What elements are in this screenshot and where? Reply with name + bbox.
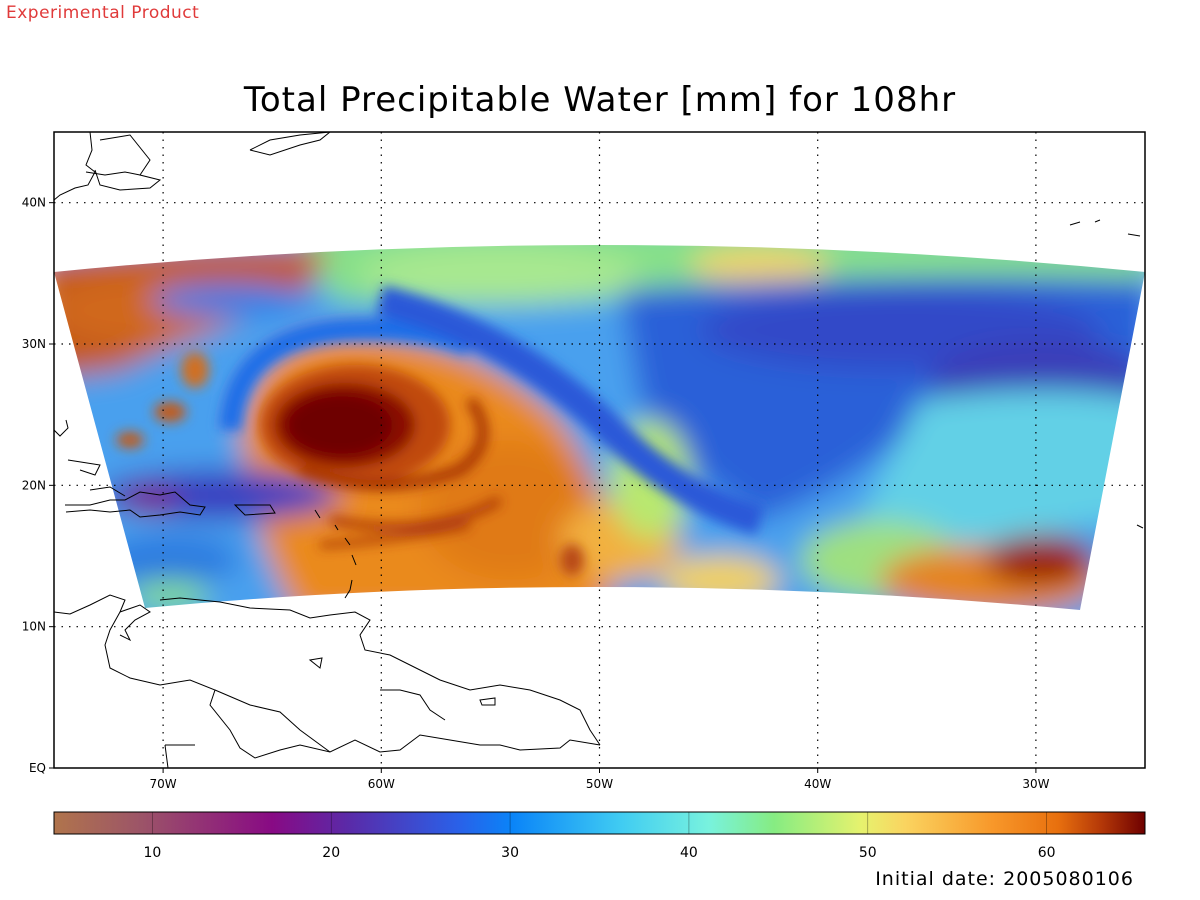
lat-axis: 40N 30N 20N 10N EQ (22, 196, 54, 775)
lon-tick-label: 30W (1022, 777, 1049, 791)
precipitable-water-field (54, 245, 1145, 610)
colorbar-tick-label: 50 (859, 845, 877, 861)
map-title: Total Precipitable Water [mm] for 108hr (243, 80, 957, 120)
colorbar-tick-label: 30 (501, 845, 519, 861)
colorbar-tick-label: 40 (680, 845, 698, 861)
colorbar-tick-label: 20 (322, 845, 340, 861)
lat-tick-label: EQ (29, 761, 46, 775)
lat-tick-label: 30N (22, 337, 46, 351)
lon-axis: 70W 60W 50W 40W 30W (150, 768, 1050, 791)
lat-tick-label: 10N (22, 620, 46, 634)
initial-date-label: Initial date: 2005080106 (875, 868, 1134, 890)
experimental-product-label: Experimental Product (6, 3, 200, 23)
lon-tick-label: 60W (368, 777, 395, 791)
lat-tick-label: 20N (22, 478, 46, 492)
colorbar-tick-label: 10 (143, 845, 161, 861)
lon-tick-label: 70W (150, 777, 177, 791)
colorbar-tick-label: 60 (1038, 845, 1056, 861)
lon-tick-label: 40W (804, 777, 831, 791)
colorbar (53, 811, 1146, 835)
colorbar-ticks: 10 20 30 40 50 60 (143, 812, 1056, 861)
lat-tick-label: 40N (22, 196, 46, 210)
map-gridlines (54, 132, 1145, 768)
lon-tick-label: 50W (586, 777, 613, 791)
coastlines (54, 132, 1144, 768)
